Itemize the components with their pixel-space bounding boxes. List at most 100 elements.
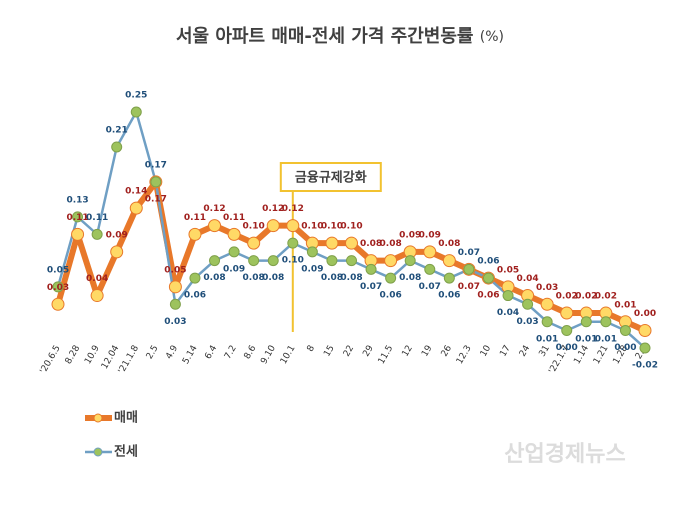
value-label: 0.10 — [321, 222, 343, 232]
x-tick-label: '20.6.5 — [39, 344, 63, 376]
value-label: 0.09 — [106, 230, 128, 240]
point — [600, 316, 612, 328]
value-label: 0.11 — [184, 213, 206, 223]
point — [540, 297, 554, 311]
x-tick-label: 31 — [538, 344, 552, 359]
point — [561, 325, 573, 337]
value-label: 0.01 — [614, 300, 636, 310]
value-label: 0.06 — [184, 291, 206, 301]
point — [502, 290, 514, 302]
legend-marker — [93, 447, 103, 457]
x-tick-label: 24 — [518, 344, 533, 359]
point — [52, 281, 64, 293]
x-tick-label: 2.5 — [145, 344, 161, 361]
value-label: 0.00 — [634, 309, 656, 319]
value-label: 0.09 — [399, 230, 421, 240]
title-text: 서울 아파트 매매-전세 가격 주간변동률 — [176, 26, 474, 47]
value-label: 0.06 — [438, 291, 460, 301]
point — [423, 245, 437, 259]
value-label: 0.02 — [595, 292, 617, 302]
value-label: 0.12 — [203, 204, 225, 214]
annotation-label: 금융규제강화 — [295, 170, 367, 186]
point — [51, 297, 65, 311]
value-label: 0.11 — [86, 213, 108, 223]
value-label: 0.08 — [243, 273, 265, 283]
point — [619, 325, 631, 337]
x-tick-label: 8.28 — [64, 344, 83, 367]
point — [188, 227, 202, 241]
value-label: 0.08 — [203, 273, 225, 283]
value-label: 0.08 — [399, 273, 421, 283]
point — [248, 255, 260, 267]
point — [638, 324, 652, 338]
x-tick-label: 22 — [342, 344, 356, 359]
point — [443, 272, 455, 284]
legend-marker — [93, 413, 103, 423]
point — [639, 342, 651, 354]
x-tick-label: 12.3 — [455, 344, 474, 366]
point — [306, 246, 318, 258]
x-tick-label: 8.6 — [243, 344, 259, 362]
value-label: 0.07 — [458, 282, 480, 292]
value-label: 0.07 — [360, 282, 382, 292]
point — [346, 255, 357, 267]
legend-label: 전세 — [114, 444, 138, 460]
point — [110, 245, 124, 259]
value-label: 0.03 — [47, 283, 69, 293]
value-label: 0.09 — [223, 264, 245, 274]
x-tick-label: 17 — [498, 344, 512, 359]
value-label: 0.10 — [301, 222, 323, 232]
value-label: 0.08 — [438, 239, 460, 249]
value-label: 0.08 — [360, 239, 382, 249]
point — [287, 237, 299, 249]
value-label: 0.17 — [145, 160, 167, 170]
value-label: 0.11 — [223, 213, 245, 223]
point — [168, 280, 182, 294]
chart-title: 서울 아파트 매매-전세 가격 주간변동률 (%) — [176, 26, 504, 47]
point — [129, 201, 143, 215]
point — [463, 263, 475, 275]
value-label: 0.03 — [516, 317, 538, 327]
value-label: 0.06 — [380, 291, 402, 301]
value-label: 0.08 — [321, 273, 343, 283]
point — [325, 236, 339, 250]
point — [326, 255, 338, 267]
value-label: 0.11 — [66, 213, 88, 223]
x-tick-label: 12 — [401, 344, 415, 359]
x-tick-label: 7.2 — [223, 344, 239, 361]
point — [266, 219, 280, 233]
value-label: 0.04 — [497, 308, 519, 318]
point — [442, 254, 456, 268]
value-label: 0.10 — [243, 222, 265, 232]
value-label: 0.06 — [477, 291, 499, 301]
point — [286, 219, 300, 233]
value-label: 0.06 — [477, 257, 499, 267]
point — [209, 255, 221, 267]
point — [580, 316, 592, 328]
value-label: 0.17 — [145, 194, 167, 204]
x-tick-label: 8 — [306, 344, 318, 354]
point — [111, 141, 123, 153]
value-label: 0.01 — [595, 334, 617, 344]
point — [365, 263, 377, 275]
point — [130, 106, 142, 118]
x-tick-label: 4.9 — [164, 344, 180, 362]
x-tick-label: 10.1 — [279, 344, 298, 366]
value-label: 0.00 — [614, 343, 636, 353]
value-label: 0.04 — [516, 274, 538, 284]
x-tick-label: 9.10 — [259, 344, 278, 367]
point — [169, 298, 181, 310]
value-label: 0.05 — [47, 265, 69, 275]
annotation-box — [279, 162, 382, 192]
value-label: 0.04 — [86, 274, 108, 284]
value-label: 0.01 — [575, 334, 597, 344]
value-label: 0.09 — [301, 264, 323, 274]
legend-label: 매매 — [114, 411, 138, 426]
value-label: 0.02 — [556, 292, 578, 302]
x-tick-label: 29 — [361, 344, 376, 359]
value-label: 0.05 — [497, 265, 519, 275]
value-label: 0.02 — [575, 292, 597, 302]
value-label: 0.03 — [536, 283, 558, 293]
value-label: 0.12 — [282, 204, 304, 214]
